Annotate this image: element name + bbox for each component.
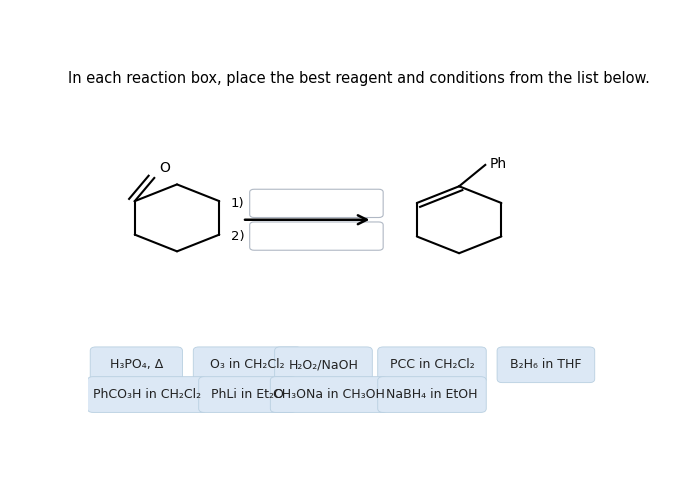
FancyBboxPatch shape — [378, 377, 486, 412]
FancyBboxPatch shape — [250, 222, 383, 250]
Text: Ph: Ph — [489, 157, 507, 171]
FancyBboxPatch shape — [199, 377, 296, 412]
Text: O₃ in CH₂Cl₂: O₃ in CH₂Cl₂ — [210, 358, 285, 371]
Text: 1): 1) — [231, 197, 244, 210]
Text: 2): 2) — [231, 229, 244, 242]
FancyBboxPatch shape — [88, 377, 207, 412]
FancyBboxPatch shape — [497, 347, 595, 383]
Text: In each reaction box, place the best reagent and conditions from the list below.: In each reaction box, place the best rea… — [68, 71, 650, 86]
Text: O: O — [160, 161, 171, 175]
Text: H₂O₂/NaOH: H₂O₂/NaOH — [288, 358, 358, 371]
Text: CH₃ONa in CH₃OH: CH₃ONa in CH₃OH — [273, 388, 385, 401]
Text: PhCO₃H in CH₂Cl₂: PhCO₃H in CH₂Cl₂ — [93, 388, 201, 401]
FancyBboxPatch shape — [193, 347, 302, 383]
FancyBboxPatch shape — [250, 189, 383, 217]
FancyBboxPatch shape — [274, 347, 372, 383]
Text: PhLi in Et₂O: PhLi in Et₂O — [211, 388, 284, 401]
Text: B₂H₆ in THF: B₂H₆ in THF — [510, 358, 582, 371]
FancyBboxPatch shape — [378, 347, 486, 383]
Text: H₃PO₄, Δ: H₃PO₄, Δ — [110, 358, 163, 371]
FancyBboxPatch shape — [90, 347, 183, 383]
Text: NaBH₄ in EtOH: NaBH₄ in EtOH — [386, 388, 477, 401]
Text: PCC in CH₂Cl₂: PCC in CH₂Cl₂ — [390, 358, 475, 371]
FancyBboxPatch shape — [270, 377, 388, 412]
